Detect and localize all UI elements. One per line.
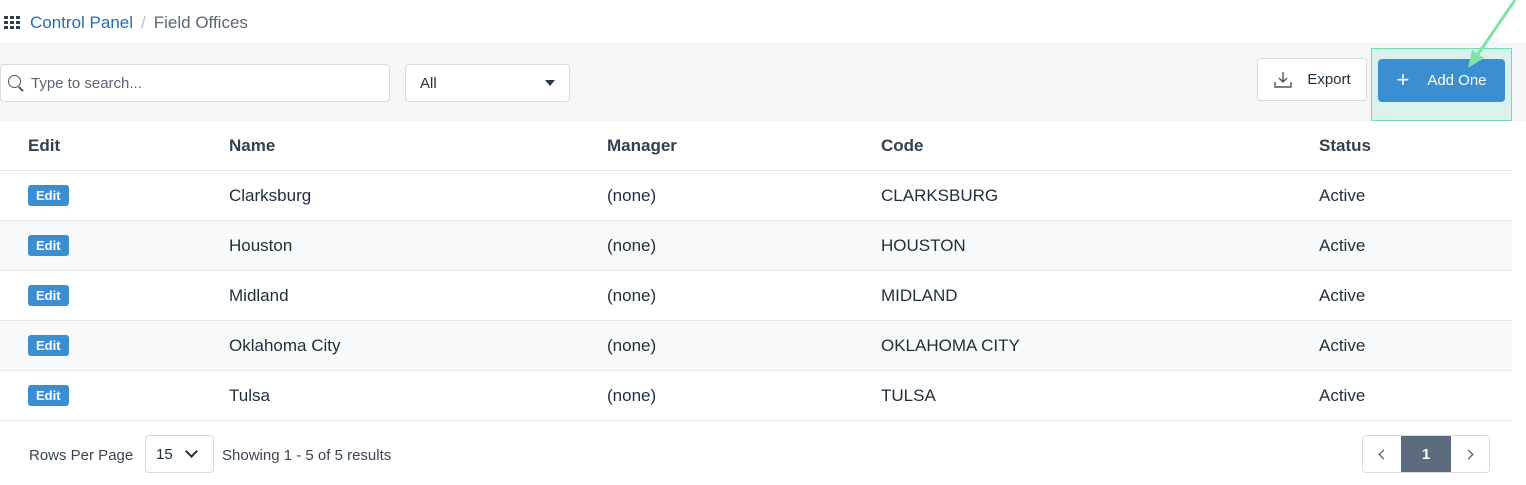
toolbar: All Export + Add One — [0, 42, 1526, 121]
status-filter-select[interactable]: All — [405, 64, 570, 102]
office-name: Houston — [229, 235, 293, 255]
office-name: Clarksburg — [229, 185, 312, 205]
rows-per-page-value: 15 — [156, 445, 173, 463]
breadcrumb: Control Panel / Field Offices — [4, 12, 248, 34]
office-name: Oklahoma City — [229, 335, 341, 355]
pagination: 1 — [1362, 435, 1490, 473]
add-one-label: Add One — [1427, 72, 1487, 89]
chevron-right-icon — [1463, 449, 1474, 459]
search-icon — [7, 74, 25, 92]
breadcrumb-control-panel-link[interactable]: Control Panel — [30, 13, 134, 32]
column-header-manager[interactable]: Manager — [607, 135, 677, 155]
office-status: Active — [1319, 335, 1366, 355]
page-button-current[interactable]: 1 — [1401, 436, 1451, 472]
pointer-arrow-icon — [1468, 0, 1517, 68]
table-footer: Rows Per Page 15 Showing 1 - 5 of 5 resu… — [0, 421, 1512, 485]
previous-page-button[interactable] — [1363, 436, 1401, 472]
add-one-highlight: + Add One — [1371, 48, 1512, 121]
table-row: Edit Houston (none) HOUSTON Active — [0, 221, 1512, 271]
table-row: Edit Oklahoma City (none) OKLAHOMA CITY … — [0, 321, 1512, 371]
edit-button[interactable]: Edit — [28, 385, 69, 406]
office-name: Midland — [229, 285, 289, 305]
office-code: CLARKSBURG — [881, 185, 999, 205]
export-label: Export — [1307, 71, 1351, 88]
table-header-row: Edit Name Manager Code Status — [0, 121, 1512, 171]
search-input[interactable] — [31, 74, 371, 92]
edit-button[interactable]: Edit — [28, 335, 69, 356]
next-page-button[interactable] — [1451, 436, 1489, 472]
office-manager: (none) — [607, 385, 657, 405]
column-header-name[interactable]: Name — [229, 135, 276, 155]
table-row: Edit Tulsa (none) TULSA Active — [0, 371, 1512, 421]
download-icon — [1274, 71, 1293, 88]
office-name: Tulsa — [229, 385, 270, 405]
grid-icon[interactable] — [4, 16, 22, 30]
status-filter-value: All — [420, 74, 437, 92]
column-header-edit[interactable]: Edit — [28, 135, 61, 155]
column-header-status[interactable]: Status — [1319, 135, 1371, 155]
office-status: Active — [1319, 385, 1366, 405]
table-row: Edit Midland (none) MIDLAND Active — [0, 271, 1512, 321]
office-status: Active — [1319, 285, 1366, 305]
caret-down-icon — [545, 80, 555, 86]
results-summary: Showing 1 - 5 of 5 results — [222, 447, 392, 464]
office-manager: (none) — [607, 285, 657, 305]
column-header-code[interactable]: Code — [881, 135, 924, 155]
office-status: Active — [1319, 185, 1366, 205]
field-offices-table: Edit Name Manager Code Status Edit Clark… — [0, 121, 1512, 421]
add-one-button[interactable]: + Add One — [1378, 59, 1505, 102]
edit-button[interactable]: Edit — [28, 185, 69, 206]
search-box[interactable] — [0, 64, 390, 102]
office-code: MIDLAND — [881, 285, 958, 305]
rows-per-page-select[interactable]: 15 — [145, 435, 214, 473]
table-row: Edit Clarksburg (none) CLARKSBURG Active — [0, 171, 1512, 221]
rows-per-page-label: Rows Per Page — [29, 447, 134, 464]
breadcrumb-current: Field Offices — [153, 13, 248, 32]
breadcrumb-separator: / — [141, 13, 146, 32]
office-code: TULSA — [881, 385, 936, 405]
chevron-down-icon — [184, 445, 198, 458]
plus-icon: + — [1396, 66, 1410, 92]
chevron-left-icon — [1378, 449, 1389, 459]
office-code: OKLAHOMA CITY — [881, 335, 1020, 355]
office-manager: (none) — [607, 235, 657, 255]
edit-button[interactable]: Edit — [28, 235, 69, 256]
office-manager: (none) — [607, 335, 657, 355]
edit-button[interactable]: Edit — [28, 285, 69, 306]
export-button[interactable]: Export — [1257, 58, 1367, 101]
office-status: Active — [1319, 235, 1366, 255]
office-manager: (none) — [607, 185, 657, 205]
office-code: HOUSTON — [881, 235, 966, 255]
